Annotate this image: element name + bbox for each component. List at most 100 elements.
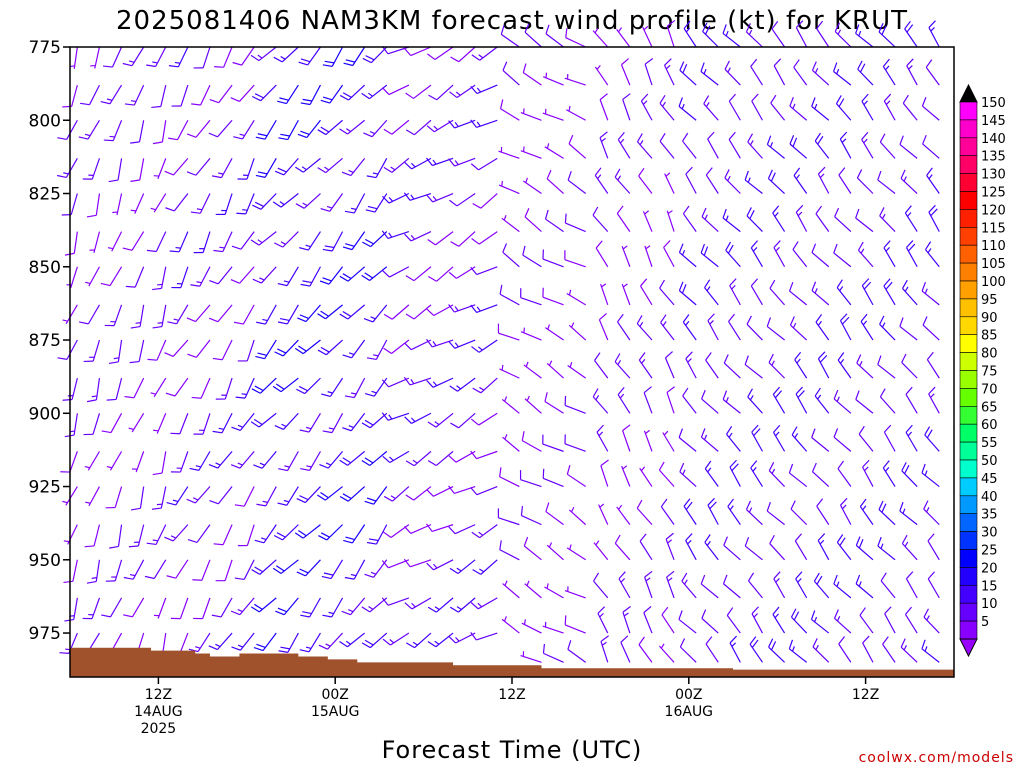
barb-feather [921, 97, 927, 107]
wind-barb [545, 24, 564, 48]
wind-barb [274, 157, 299, 176]
wind-barb [521, 619, 542, 634]
barb-feather [545, 24, 550, 34]
colorbar-top-arrow [959, 83, 978, 103]
wind-barb [499, 467, 520, 488]
barb-feather [80, 102, 90, 106]
barb-feather [381, 412, 389, 421]
barb-shaft [724, 177, 741, 194]
barb-half-feather [775, 431, 780, 437]
barb-shaft [679, 69, 697, 86]
barb-shaft [391, 304, 410, 320]
barb-shaft [113, 304, 123, 326]
wind-barb [901, 353, 918, 379]
barb-feather [339, 459, 348, 466]
wind-barb [905, 240, 918, 268]
wind-barb [278, 451, 299, 472]
barb-feather [817, 533, 826, 541]
colorbar-bottom-arrow [959, 638, 978, 658]
wind-barb [901, 462, 918, 487]
wind-barb [678, 97, 697, 121]
barb-half-feather [839, 286, 844, 292]
barb-half-feather [193, 497, 199, 501]
barb-shaft [726, 614, 741, 634]
barb-shaft [922, 143, 940, 159]
barb-feather [926, 429, 933, 439]
barb-shaft [259, 377, 277, 394]
barb-feather [361, 274, 370, 282]
barb-shaft [305, 304, 321, 322]
wind-barb [564, 73, 586, 86]
barb-shaft [114, 559, 123, 582]
barb-feather [793, 167, 801, 176]
barb-feather [640, 93, 649, 102]
barb-half-feather [796, 358, 801, 364]
barb-feather [448, 455, 457, 463]
barb-feather [339, 94, 349, 101]
barb-shaft [768, 178, 785, 194]
barb-shaft [109, 597, 123, 618]
barb-feather [470, 632, 477, 641]
wind-barb [383, 119, 410, 135]
colorbar-label: 100 [981, 275, 1006, 290]
wind-barb [85, 266, 100, 287]
barb-shaft [545, 511, 564, 526]
wind-barb [772, 424, 786, 452]
barb-shaft [728, 100, 741, 121]
colorbar-label: 135 [981, 150, 1006, 165]
wind-barb [904, 205, 918, 232]
colorbar-label: 40 [981, 490, 998, 505]
barb-feather [299, 495, 309, 501]
barb-feather [471, 238, 480, 245]
wind-barb [564, 213, 586, 233]
barb-half-feather [434, 421, 440, 426]
barb-feather [254, 385, 264, 392]
wind-barb [232, 46, 255, 66]
barb-feather [744, 355, 749, 365]
barb-shaft [813, 580, 830, 599]
barb-shaft [221, 413, 233, 434]
barb-feather [231, 646, 241, 651]
plot-frame [69, 46, 955, 678]
barb-feather [299, 649, 310, 653]
barb-half-feather [601, 283, 607, 288]
barb-shaft [790, 324, 808, 341]
barb-half-feather [571, 506, 575, 513]
wind-barb [723, 536, 741, 561]
wind-barb [905, 571, 918, 599]
wind-barb [839, 131, 852, 159]
barb-shaft [285, 84, 299, 104]
barb-half-feather [410, 417, 416, 423]
wind-barb [788, 281, 808, 306]
wind-barb [190, 266, 211, 287]
barb-half-feather [388, 197, 394, 202]
barb-feather [926, 167, 933, 176]
barb-feather [230, 464, 241, 469]
barb-half-feather [172, 499, 179, 503]
barb-half-feather [302, 202, 308, 207]
barb-feather [344, 576, 355, 580]
barb-shaft [261, 450, 277, 469]
barb-half-feather [775, 246, 780, 252]
barb-feather [471, 54, 481, 61]
barb-half-feather [862, 320, 868, 326]
barb-half-feather [545, 72, 548, 78]
barb-feather [59, 652, 69, 654]
barb-shaft [172, 339, 189, 357]
wind-barb [621, 465, 631, 487]
wind-barb [923, 608, 940, 634]
barb-feather [816, 498, 824, 507]
barb-half-feather [257, 239, 263, 244]
barb-half-feather [792, 322, 797, 329]
barb-shaft [499, 368, 520, 379]
wind-barb [79, 304, 100, 325]
barb-feather [685, 501, 693, 510]
barb-half-feather [601, 137, 606, 142]
barb-feather [883, 93, 892, 102]
barb-half-feather [881, 322, 886, 328]
barb-half-feather [454, 160, 459, 165]
barb-half-feather [280, 241, 286, 245]
barb-feather [621, 58, 630, 66]
barb-half-feather [301, 166, 307, 171]
wind-barb [168, 46, 189, 68]
